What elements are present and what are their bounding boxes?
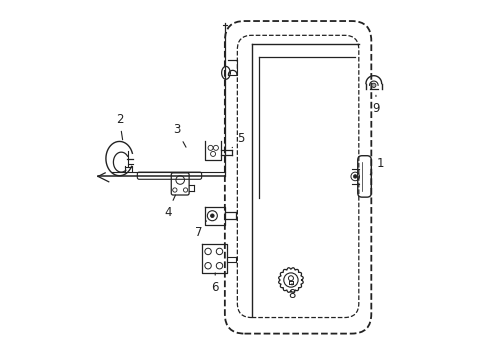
Text: 5: 5 <box>232 132 244 148</box>
Circle shape <box>371 83 375 87</box>
Text: 6: 6 <box>211 273 219 294</box>
Text: 9: 9 <box>371 95 379 115</box>
Text: 2: 2 <box>116 113 123 140</box>
Text: 3: 3 <box>173 123 185 147</box>
Text: 7: 7 <box>195 221 206 239</box>
Circle shape <box>210 214 214 217</box>
Text: 8: 8 <box>288 284 295 301</box>
Text: 4: 4 <box>163 195 175 219</box>
Text: 1: 1 <box>369 157 383 175</box>
Circle shape <box>353 175 356 178</box>
